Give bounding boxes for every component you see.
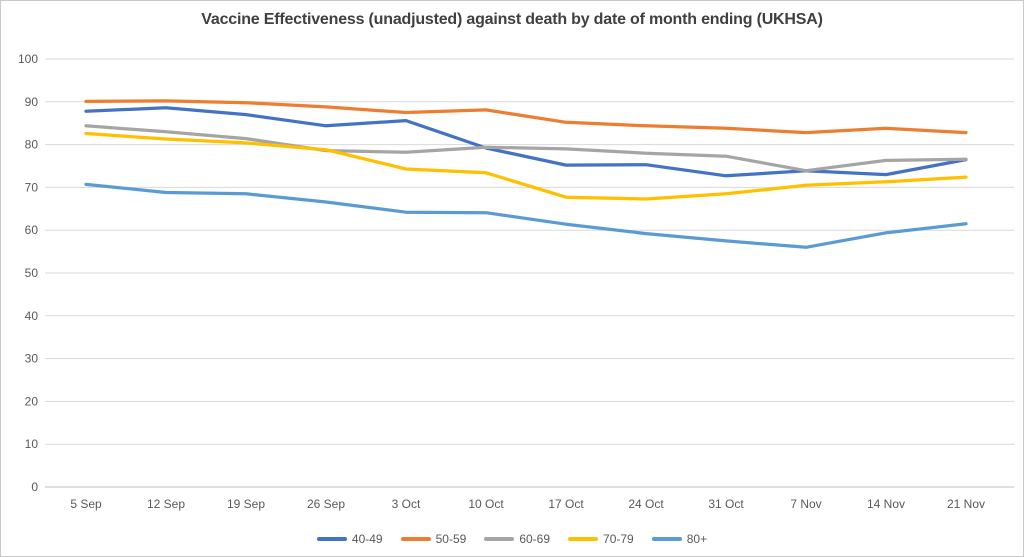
legend-item-60-69: 60-69 (484, 532, 550, 546)
y-tick-label: 20 (25, 394, 39, 408)
y-tick-label: 60 (25, 223, 39, 237)
x-tick-label: 19 Sep (227, 497, 265, 511)
x-tick-label: 31 Oct (708, 497, 744, 511)
y-tick-label: 80 (25, 138, 39, 152)
legend-item-50-59: 50-59 (400, 532, 467, 546)
legend-swatch-icon (484, 537, 515, 541)
legend-item-70-79: 70-79 (568, 532, 634, 546)
series-line-80+ (84, 182, 968, 249)
y-tick-label: 100 (18, 52, 38, 66)
x-tick-label: 5 Sep (70, 497, 102, 511)
legend-swatch-icon (400, 537, 431, 541)
x-tick-label: 26 Sep (307, 497, 345, 511)
legend-label: 60-69 (519, 532, 551, 546)
legend: 40-49 50-59 60-69 70-79 80+ (1, 532, 1023, 546)
y-tick-label: 70 (25, 180, 39, 194)
series-line-50-59 (84, 99, 968, 135)
y-tick-label: 40 (25, 309, 39, 323)
x-tick-label: 17 Oct (548, 497, 584, 511)
legend-item-40-49: 40-49 (316, 532, 383, 546)
legend-swatch-icon (316, 537, 347, 541)
y-tick-label: 0 (31, 480, 38, 494)
x-tick-label: 14 Nov (867, 497, 905, 511)
series-line-40-49 (84, 106, 968, 178)
x-tick-label: 10 Oct (468, 497, 504, 511)
legend-label: 40-49 (351, 532, 383, 546)
series-line-70-79 (84, 131, 968, 201)
legend-label: 70-79 (603, 532, 634, 546)
y-tick-label: 10 (25, 437, 39, 451)
legend-label: 80+ (686, 532, 708, 546)
y-tick-label: 30 (25, 352, 39, 366)
x-tick-label: 21 Nov (947, 497, 985, 511)
legend-swatch-icon (651, 537, 682, 541)
y-tick-label: 50 (25, 266, 39, 280)
legend-item-80+: 80+ (651, 532, 708, 546)
x-tick-label: 3 Oct (392, 497, 421, 511)
x-tick-label: 12 Sep (147, 497, 185, 511)
chart-title: Vaccine Effectiveness (unadjusted) again… (201, 11, 823, 28)
series-line-60-69 (84, 124, 968, 173)
legend-label: 50-59 (435, 532, 467, 546)
x-tick-label: 7 Nov (790, 497, 821, 511)
legend-swatch-icon (568, 537, 599, 541)
y-tick-label: 90 (25, 95, 39, 109)
x-tick-label: 24 Oct (628, 497, 664, 511)
